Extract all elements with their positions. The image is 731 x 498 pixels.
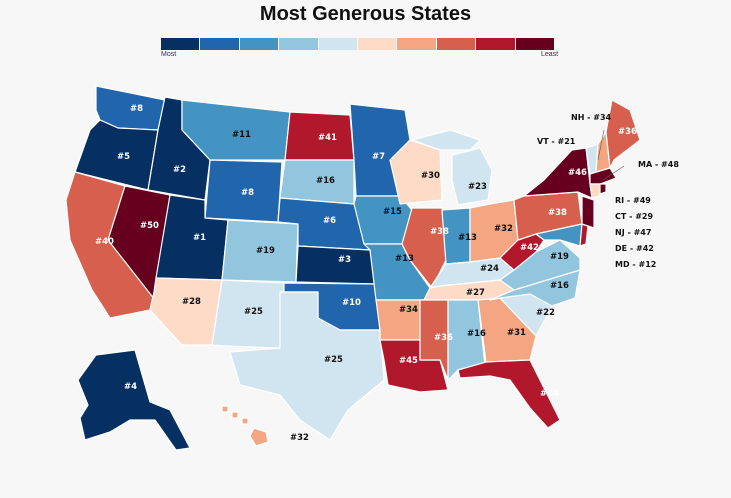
label-CA: #40 — [95, 237, 114, 247]
label-MT: #11 — [232, 130, 251, 140]
label-MN: #7 — [372, 152, 385, 162]
label-NC: #16 — [550, 281, 569, 291]
label-WY: #8 — [241, 188, 254, 198]
legend-swatch — [161, 38, 201, 50]
label-MO: #13 — [395, 254, 414, 264]
label-AK: #4 — [124, 382, 137, 392]
label-IL: #38 — [430, 227, 449, 237]
label-FL: #44 — [540, 389, 559, 399]
label-ME: #36 — [618, 127, 637, 137]
legend-swatch — [200, 38, 240, 50]
callout-NJ: NJ - #47 — [615, 228, 652, 237]
state-MI[interactable] — [411, 129, 493, 206]
callout-CT: CT - #29 — [615, 212, 654, 221]
label-WA: #8 — [130, 104, 143, 114]
legend-high-label: Least — [541, 51, 559, 58]
state-KS[interactable] — [295, 245, 377, 285]
legend-swatch — [279, 38, 319, 50]
label-MS: #36 — [434, 333, 453, 343]
map-title: Most Generous States — [259, 3, 472, 25]
state-FL[interactable] — [457, 359, 561, 429]
label-NY: #46 — [568, 168, 587, 178]
label-VA: #19 — [550, 252, 569, 262]
label-CO: #19 — [256, 246, 275, 256]
label-WI: #30 — [421, 171, 440, 181]
label-NM: #25 — [244, 307, 263, 317]
legend-swatch — [397, 38, 437, 50]
legend-swatch — [476, 38, 516, 50]
label-ID: #2 — [173, 165, 186, 175]
legend-swatch — [436, 38, 477, 50]
label-TN: #27 — [466, 288, 485, 298]
legend-swatch — [515, 38, 556, 50]
legend-low-label: Most — [161, 51, 177, 58]
label-GA: #31 — [507, 328, 526, 338]
label-AZ: #28 — [182, 297, 201, 307]
label-OK: #10 — [342, 298, 361, 308]
state-CT[interactable] — [589, 183, 601, 199]
legend-swatch — [358, 38, 398, 50]
state-NJ[interactable] — [581, 195, 595, 229]
state-DE[interactable] — [579, 223, 589, 247]
state-WI[interactable] — [389, 139, 443, 205]
legend-swatch — [318, 38, 359, 50]
label-LA: #45 — [399, 356, 418, 366]
label-ND: #41 — [318, 133, 337, 143]
label-UT: #1 — [193, 233, 206, 243]
label-OR: #5 — [117, 152, 130, 162]
label-NE: #6 — [323, 216, 336, 226]
label-OH: #32 — [494, 224, 513, 234]
callout-MD: MD - #12 — [615, 260, 657, 269]
state-MT[interactable] — [181, 99, 291, 161]
label-AL: #16 — [467, 329, 486, 339]
color-scale-legend — [161, 38, 556, 50]
state-AK[interactable] — [77, 349, 191, 451]
label-SD: #16 — [316, 176, 335, 186]
state-MD[interactable] — [535, 223, 583, 247]
label-SC: #22 — [536, 308, 555, 318]
state-NY[interactable] — [523, 147, 593, 199]
label-AR: #34 — [399, 305, 418, 315]
label-IN: #13 — [458, 233, 477, 243]
state-RI[interactable] — [599, 183, 607, 195]
callout-NH: NH - #34 — [571, 113, 612, 122]
label-WV: #42 — [520, 243, 539, 253]
state-NM[interactable] — [211, 279, 285, 349]
callout-VT: VT - #21 — [537, 137, 576, 146]
label-KS: #3 — [338, 255, 351, 265]
state-TX[interactable] — [229, 291, 385, 441]
label-IA: #15 — [383, 207, 402, 217]
label-MI: #23 — [468, 182, 487, 192]
callout-RI: RI - #49 — [615, 196, 651, 205]
label-HI: #32 — [290, 433, 309, 443]
callout-DE: DE - #42 — [615, 244, 654, 253]
legend-swatch — [239, 38, 280, 50]
state-AZ[interactable] — [149, 277, 223, 346]
label-PA: #38 — [548, 208, 567, 218]
state-HI[interactable] — [221, 405, 269, 447]
label-TX: #25 — [324, 355, 343, 365]
label-NV: #50 — [140, 221, 159, 231]
label-KY: #24 — [480, 264, 499, 274]
state-MA[interactable] — [589, 167, 617, 185]
callout-MA: MA - #48 — [638, 160, 679, 169]
